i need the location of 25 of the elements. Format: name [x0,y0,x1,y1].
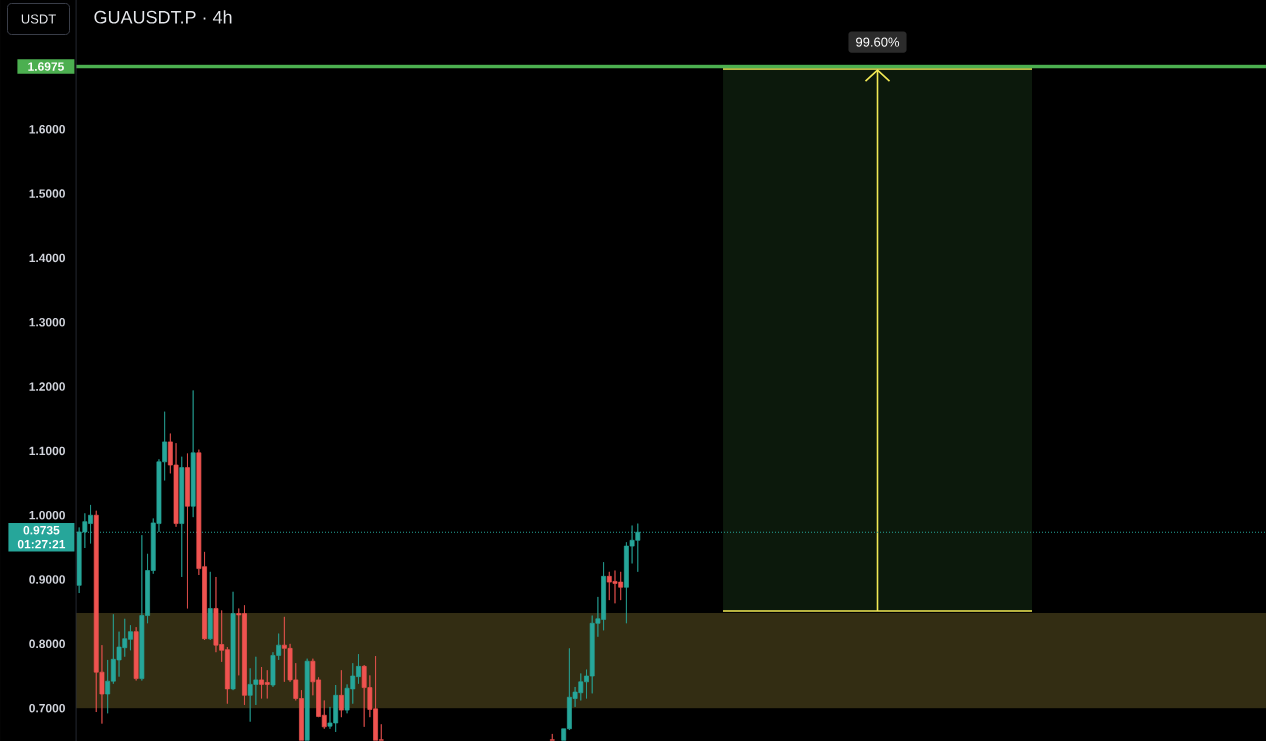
candlestick [190,390,196,518]
y-tick-label: 1.2000 [29,382,65,391]
candlestick [133,626,139,681]
y-axis-title: USDT [21,14,56,24]
candlestick [304,658,310,741]
y-tick-label: 0.9000 [29,575,65,584]
candlestick [207,571,213,641]
annotation: 99.60% [856,37,900,47]
y-tick-label: 1.5000 [29,189,65,198]
y-tick-label: 1.6000 [29,125,65,134]
candlestick [338,669,344,718]
ref-line-label: 1.6975 [28,62,64,71]
y-tick-label: 1.1000 [29,446,65,456]
y-tick-label: 0.8000 [29,639,65,649]
y-tick-label: 1.3000 [29,317,65,327]
candlestick [230,591,236,691]
chart-title: GUAUSDT.P · 4h [94,10,232,24]
candlestick [549,733,555,741]
y-tick-label: 1.4000 [29,253,65,263]
ref-line-label: 0.9735 [23,525,60,535]
y-tick-label: 1.0000 [29,510,65,520]
candlestick [185,453,190,609]
y-tick-label: 0.7000 [29,703,65,713]
candlestick [179,456,185,578]
text: 01:27:21 [17,539,66,549]
